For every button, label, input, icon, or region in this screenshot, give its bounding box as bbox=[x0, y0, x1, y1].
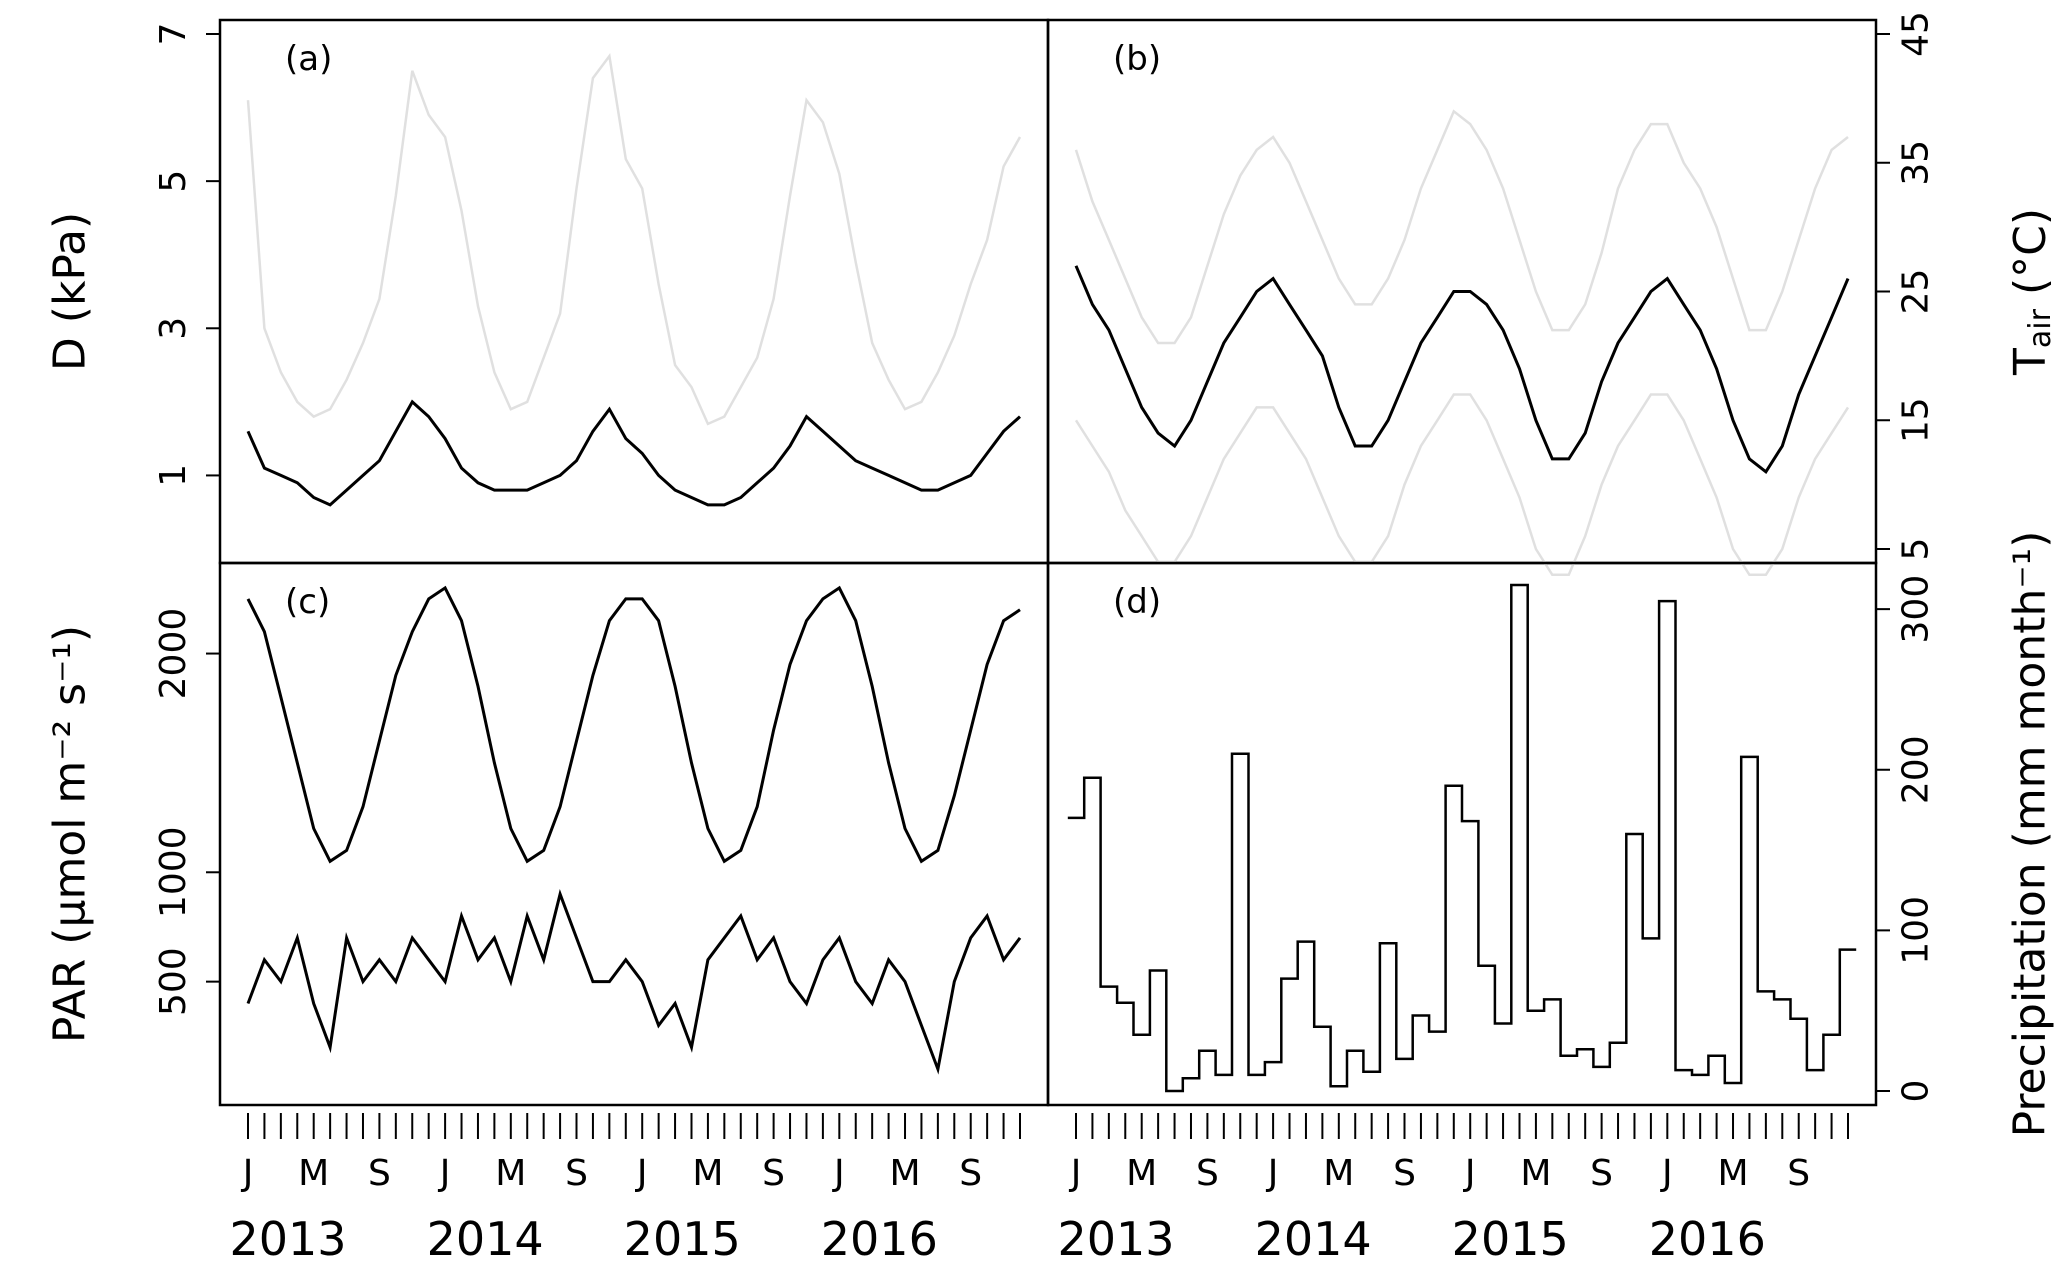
month-label: M bbox=[1323, 1153, 1354, 1194]
y-tick-label: 500 bbox=[153, 947, 194, 1016]
month-label: S bbox=[1196, 1153, 1219, 1194]
month-label: S bbox=[959, 1153, 982, 1194]
y-axis-label-d: Precipitation (mm month⁻¹) bbox=[2005, 531, 2056, 1138]
axis-labels: D (kPa) Tair (°C) PAR (μmol m⁻² s⁻¹) Precip… bbox=[45, 208, 2058, 1137]
month-label: S bbox=[762, 1153, 785, 1194]
month-label: S bbox=[1787, 1153, 1810, 1194]
month-label: J bbox=[832, 1153, 845, 1194]
year-label: 2014 bbox=[427, 1212, 544, 1266]
panel-frame bbox=[218, 18, 1050, 565]
year-label: 2015 bbox=[624, 1212, 741, 1266]
month-label: M bbox=[889, 1153, 920, 1194]
y-tick-label: 5 bbox=[153, 170, 194, 193]
y-tick-label: 15 bbox=[1896, 397, 1937, 443]
year-label: 2016 bbox=[821, 1212, 938, 1266]
panel-label: (a) bbox=[285, 39, 332, 79]
month-label: J bbox=[438, 1153, 451, 1194]
series-daily_min bbox=[1074, 393, 1850, 577]
panel-frame bbox=[218, 561, 1050, 1107]
panel-label: (b) bbox=[1113, 39, 1161, 79]
y-tick-label: 45 bbox=[1896, 11, 1937, 57]
y-tick-label: 1 bbox=[153, 464, 194, 487]
month-label: M bbox=[1520, 1153, 1551, 1194]
label-t: T bbox=[2005, 348, 2056, 376]
panel-d-precipitation: 0 100 200 300 (d) bbox=[1046, 561, 1937, 1107]
month-label: J bbox=[1660, 1153, 1673, 1194]
month-label: S bbox=[368, 1153, 391, 1194]
y-tick-label: 25 bbox=[1896, 269, 1937, 315]
y-tick-label: 0 bbox=[1896, 1080, 1937, 1103]
panel-b-air-temperature: 5 15 25 35 45 (b) bbox=[1046, 11, 1937, 577]
panel-a-d-kpa: 1 3 5 7 (a) bbox=[153, 18, 1050, 565]
series-smoothed bbox=[246, 399, 1022, 507]
series-monthly bbox=[1067, 583, 1857, 1093]
month-label: J bbox=[1266, 1153, 1279, 1194]
series-cloudy_minima bbox=[246, 889, 1022, 1075]
year-label: 2014 bbox=[1255, 1212, 1372, 1266]
y-tick-label: 1000 bbox=[153, 826, 194, 918]
y-axis-label-a: D (kPa) bbox=[45, 212, 96, 371]
month-label: S bbox=[1590, 1153, 1613, 1194]
series-daily bbox=[246, 52, 1022, 426]
month-label: M bbox=[298, 1153, 329, 1194]
year-label: 2015 bbox=[1452, 1212, 1569, 1266]
month-label: J bbox=[635, 1153, 648, 1194]
y-axis-label-c: PAR (μmol m⁻² s⁻¹) bbox=[45, 625, 96, 1043]
y-tick-label: 3 bbox=[153, 317, 194, 340]
y-tick-label: 2000 bbox=[153, 608, 194, 700]
year-label: 2013 bbox=[229, 1212, 346, 1266]
y-tick-label: 100 bbox=[1896, 896, 1937, 965]
y-tick-label: 35 bbox=[1896, 140, 1937, 186]
y-tick-label: 300 bbox=[1896, 575, 1937, 644]
year-label: 2016 bbox=[1649, 1212, 1766, 1266]
month-label: M bbox=[1126, 1153, 1157, 1194]
month-label: M bbox=[495, 1153, 526, 1194]
y-tick-label: 5 bbox=[1896, 538, 1937, 561]
month-label: S bbox=[1393, 1153, 1416, 1194]
month-label: M bbox=[1717, 1153, 1748, 1194]
month-label: S bbox=[565, 1153, 588, 1194]
y-tick-label: 200 bbox=[1896, 735, 1937, 804]
y-tick-label: 7 bbox=[153, 23, 194, 46]
month-label: M bbox=[692, 1153, 723, 1194]
panel-label: (c) bbox=[285, 582, 330, 622]
series-daily_envelope bbox=[246, 585, 1021, 864]
label-sub: air bbox=[2023, 308, 2058, 348]
panel-label: (d) bbox=[1113, 582, 1161, 622]
month-label: J bbox=[1463, 1153, 1476, 1194]
month-label: J bbox=[1069, 1153, 1082, 1194]
panel-c-par: 500 1000 2000 (c) bbox=[153, 561, 1050, 1107]
year-label: 2013 bbox=[1057, 1212, 1174, 1266]
month-label: J bbox=[241, 1153, 254, 1194]
series-daily_max bbox=[1074, 109, 1849, 345]
panel-frame bbox=[1046, 561, 1878, 1107]
series-daily_mean bbox=[1074, 265, 1850, 475]
y-axis-label-b: Tair (°C) bbox=[2005, 208, 2058, 376]
label-unit: (°C) bbox=[2005, 208, 2056, 309]
